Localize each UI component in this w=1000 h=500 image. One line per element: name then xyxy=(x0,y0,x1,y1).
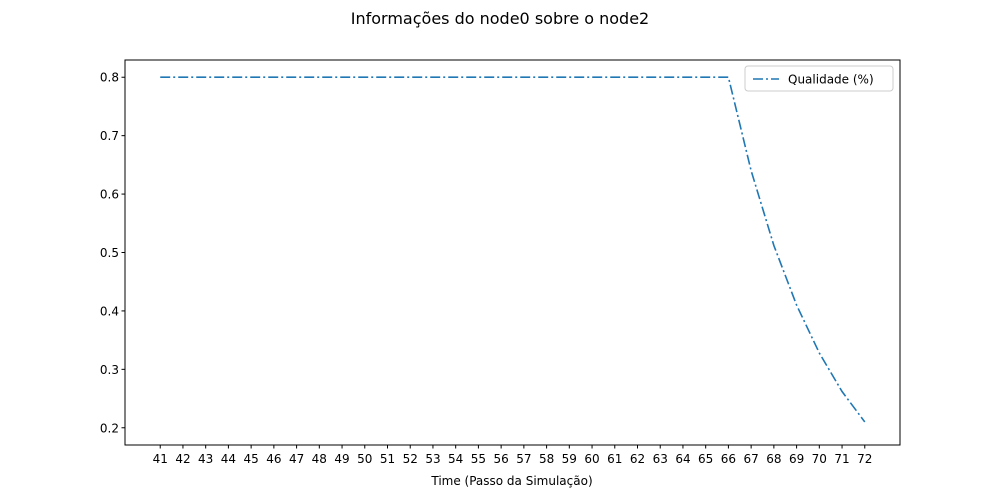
y-tick-label: 0.2 xyxy=(100,421,119,435)
x-tick-label: 49 xyxy=(334,452,349,466)
x-tick-label: 57 xyxy=(516,452,531,466)
x-tick-label: 58 xyxy=(539,452,554,466)
x-tick-label: 72 xyxy=(857,452,872,466)
y-tick-label: 0.6 xyxy=(100,188,119,202)
x-tick-label: 53 xyxy=(425,452,440,466)
x-tick-label: 41 xyxy=(153,452,168,466)
x-tick-label: 69 xyxy=(789,452,804,466)
x-tick-label: 62 xyxy=(630,452,645,466)
x-tick-label: 56 xyxy=(493,452,508,466)
x-tick-label: 67 xyxy=(743,452,758,466)
x-tick-label: 60 xyxy=(584,452,599,466)
y-tick-label: 0.7 xyxy=(100,129,119,143)
y-tick-label: 0.8 xyxy=(100,71,119,85)
x-axis: 41 42 43 44 45 46 47 48 49 50 51 52 53 54 55 56 57 58 59 60… xyxy=(153,445,872,466)
x-tick-label: 46 xyxy=(266,452,281,466)
x-tick-label: 52 xyxy=(403,452,418,466)
x-tick-label: 44 xyxy=(221,452,236,466)
x-tick-label: 48 xyxy=(312,452,327,466)
x-tick-label: 47 xyxy=(289,452,304,466)
x-tick-label: 64 xyxy=(675,452,690,466)
x-tick-label: 66 xyxy=(721,452,736,466)
y-axis: 0.2 0.3 0.4 0.5 0.6 0.7 0.8 xyxy=(100,71,125,435)
legend-entry: Qualidade (%) xyxy=(788,73,874,87)
legend: Qualidade (%) xyxy=(744,65,894,92)
x-tick-label: 61 xyxy=(607,452,622,466)
x-tick-label: 45 xyxy=(243,452,258,466)
x-tick-label: 59 xyxy=(562,452,577,466)
y-tick-label: 0.5 xyxy=(100,246,119,260)
x-tick-label: 43 xyxy=(198,452,213,466)
y-tick-label: 0.4 xyxy=(100,304,119,318)
legend-box xyxy=(744,65,894,92)
x-tick-label: 63 xyxy=(653,452,668,466)
series-layer xyxy=(160,76,866,423)
x-tick-label: 51 xyxy=(380,452,395,466)
x-tick-label: 55 xyxy=(471,452,486,466)
chart-title: Informações do node0 sobre o node2 xyxy=(351,9,649,28)
plot-area xyxy=(124,59,901,446)
x-tick-label: 54 xyxy=(448,452,463,466)
x-tick-label: 71 xyxy=(834,452,849,466)
x-tick-label: 70 xyxy=(812,452,827,466)
y-tick-label: 0.3 xyxy=(100,363,119,377)
x-tick-label: 68 xyxy=(766,452,781,466)
x-axis-label: Time (Passo da Simulação) xyxy=(430,474,592,488)
x-tick-label: 42 xyxy=(175,452,190,466)
x-tick-label: 50 xyxy=(357,452,372,466)
x-tick-label: 65 xyxy=(698,452,713,466)
series-line xyxy=(160,76,866,423)
